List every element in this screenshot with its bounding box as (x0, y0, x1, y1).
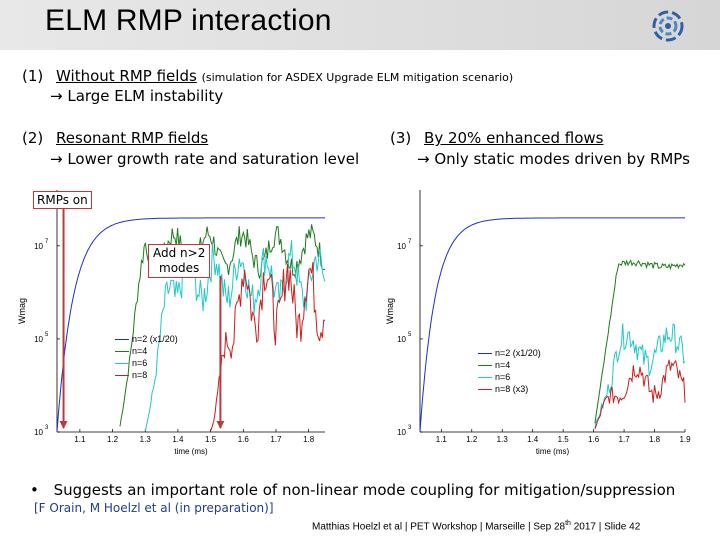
series-line-2 (594, 259, 686, 424)
legend-swatch (478, 364, 492, 366)
x-axis-label: time (ms) (536, 447, 570, 456)
legend-swatch (478, 376, 492, 378)
item3-number: (3) (390, 129, 412, 147)
x-tick-label: 1.2 (107, 435, 119, 444)
item3-heading: By 20% enhanced flows (424, 129, 604, 147)
legend-left: n=2 (x1/20) n=4 n=6 n=8 (115, 333, 178, 381)
legend-swatch (478, 352, 492, 354)
y-tick-label: 10 (397, 242, 406, 251)
x-tick-label: 1.3 (497, 435, 509, 444)
bullet-text: Suggests an important role of non-linear… (53, 481, 676, 499)
legend-label: n=2 (x1/20) (495, 348, 541, 358)
legend-label: n=8 (132, 370, 148, 380)
item2-line: (2) Resonant RMP fields (22, 129, 208, 147)
legend-entry: n=8 (x3) (478, 383, 541, 395)
item1-line: (1) Without RMP fields (simulation for A… (22, 67, 513, 85)
item3-result: → Only static modes driven by RMPs (417, 150, 690, 168)
y-tick-exponent: 7 (45, 239, 49, 245)
y-tick-exponent: 3 (408, 425, 412, 431)
item1-result: → Large ELM instability (50, 87, 224, 105)
x-tick-label: 1.7 (619, 435, 631, 444)
legend-label: n=8 (x3) (495, 384, 529, 394)
legend-label: n=4 (495, 360, 511, 370)
legend-swatch (115, 338, 129, 340)
citation-suffix: 2017 | Slide 42 (570, 521, 641, 533)
bullet-dot: • (30, 481, 39, 499)
legend-entry: n=6 (478, 371, 541, 383)
title-bar: ELM RMP interaction (0, 0, 720, 50)
legend-swatch (115, 374, 129, 376)
series-line-4 (594, 359, 686, 430)
rmps-on-label: RMPs on (33, 191, 92, 209)
series-line-1 (56, 217, 325, 433)
legend-entry: n=4 (478, 359, 541, 371)
footer-citation: Matthias Hoelzl et al | PET Workshop | M… (312, 520, 640, 532)
add-modes-arrow-head (216, 421, 225, 429)
legend-right: n=2 (x1/20) n=4 n=6 n=8 (x3) (478, 347, 541, 395)
legend-label: n=4 (132, 346, 148, 356)
x-tick-label: 1.6 (588, 435, 600, 444)
x-tick-label: 1.1 (436, 435, 448, 444)
y-axis-label: Wmag (17, 298, 27, 324)
y-tick-exponent: 3 (45, 425, 49, 431)
x-tick-label: 1.1 (74, 435, 86, 444)
legend-label: n=6 (132, 358, 148, 368)
y-tick-exponent: 5 (45, 332, 49, 338)
legend-swatch (478, 388, 492, 390)
rmps-on-arrow-head (59, 421, 68, 429)
add-modes-line2: modes (159, 261, 200, 275)
y-tick-exponent: 5 (408, 332, 412, 338)
chart-right: 1.1 1.2 1.3 1.4 1.5 1.6 1.7 1.8 1.9 time (ms) Wmag… (385, 190, 691, 456)
legend-swatch (115, 350, 129, 352)
item1-note: (simulation for ASDEX Upgrade ELM mitiga… (201, 71, 514, 84)
conclusion-bullet: • Suggests an important role of non-line… (30, 481, 675, 499)
x-tick-label: 1.8 (649, 435, 661, 444)
x-tick-label: 1.2 (466, 435, 478, 444)
y-tick-label: 10 (34, 335, 43, 344)
x-tick-label: 1.3 (140, 435, 152, 444)
item2-result: → Lower growth rate and saturation level (50, 150, 360, 168)
series-line-3 (594, 323, 686, 429)
citation-sup: th (565, 520, 571, 527)
citation-prefix: Matthias Hoelzl et al | PET Workshop | M… (312, 521, 566, 533)
y-tick-label: 10 (397, 428, 406, 437)
series-line-1 (419, 217, 685, 433)
legend-label: n=6 (495, 372, 511, 382)
x-tick-label: 1.6 (238, 435, 250, 444)
legend-entry: n=2 (x1/20) (478, 347, 541, 359)
legend-entry: n=2 (x1/20) (115, 333, 178, 345)
x-tick-label: 1.9 (679, 435, 691, 444)
item1-heading: Without RMP fields (56, 67, 197, 85)
institute-logo-icon (652, 10, 684, 42)
y-tick-label: 10 (34, 428, 43, 437)
x-tick-label: 1.5 (558, 435, 570, 444)
series-line-4 (210, 261, 326, 431)
item2-number: (2) (22, 129, 44, 147)
item3-line: (3) By 20% enhanced flows (390, 129, 604, 147)
x-tick-label: 1.4 (527, 435, 539, 444)
x-axis-label: time (ms) (174, 447, 208, 456)
x-tick-label: 1.8 (303, 435, 315, 444)
item1-number: (1) (22, 67, 44, 85)
add-modes-label: Add n>2 modes (148, 244, 211, 278)
y-axis-label: Wmag (385, 298, 395, 324)
item2-heading: Resonant RMP fields (56, 129, 209, 147)
series-line-3 (144, 240, 326, 432)
y-tick-label: 10 (397, 335, 406, 344)
x-tick-label: 1.4 (172, 435, 184, 444)
reference-text: [F Orain, M Hoelzl et al (in preparation… (34, 501, 274, 515)
x-tick-label: 1.7 (270, 435, 282, 444)
add-modes-line1: Add n>2 (153, 246, 206, 260)
legend-swatch (115, 362, 129, 364)
slide-title: ELM RMP interaction (45, 4, 332, 37)
x-tick-label: 1.5 (205, 435, 217, 444)
legend-label: n=2 (x1/20) (132, 334, 178, 344)
legend-entry: n=4 (115, 345, 178, 357)
y-tick-label: 10 (34, 242, 43, 251)
legend-entry: n=8 (115, 369, 178, 381)
legend-entry: n=6 (115, 357, 178, 369)
y-tick-exponent: 7 (408, 239, 412, 245)
